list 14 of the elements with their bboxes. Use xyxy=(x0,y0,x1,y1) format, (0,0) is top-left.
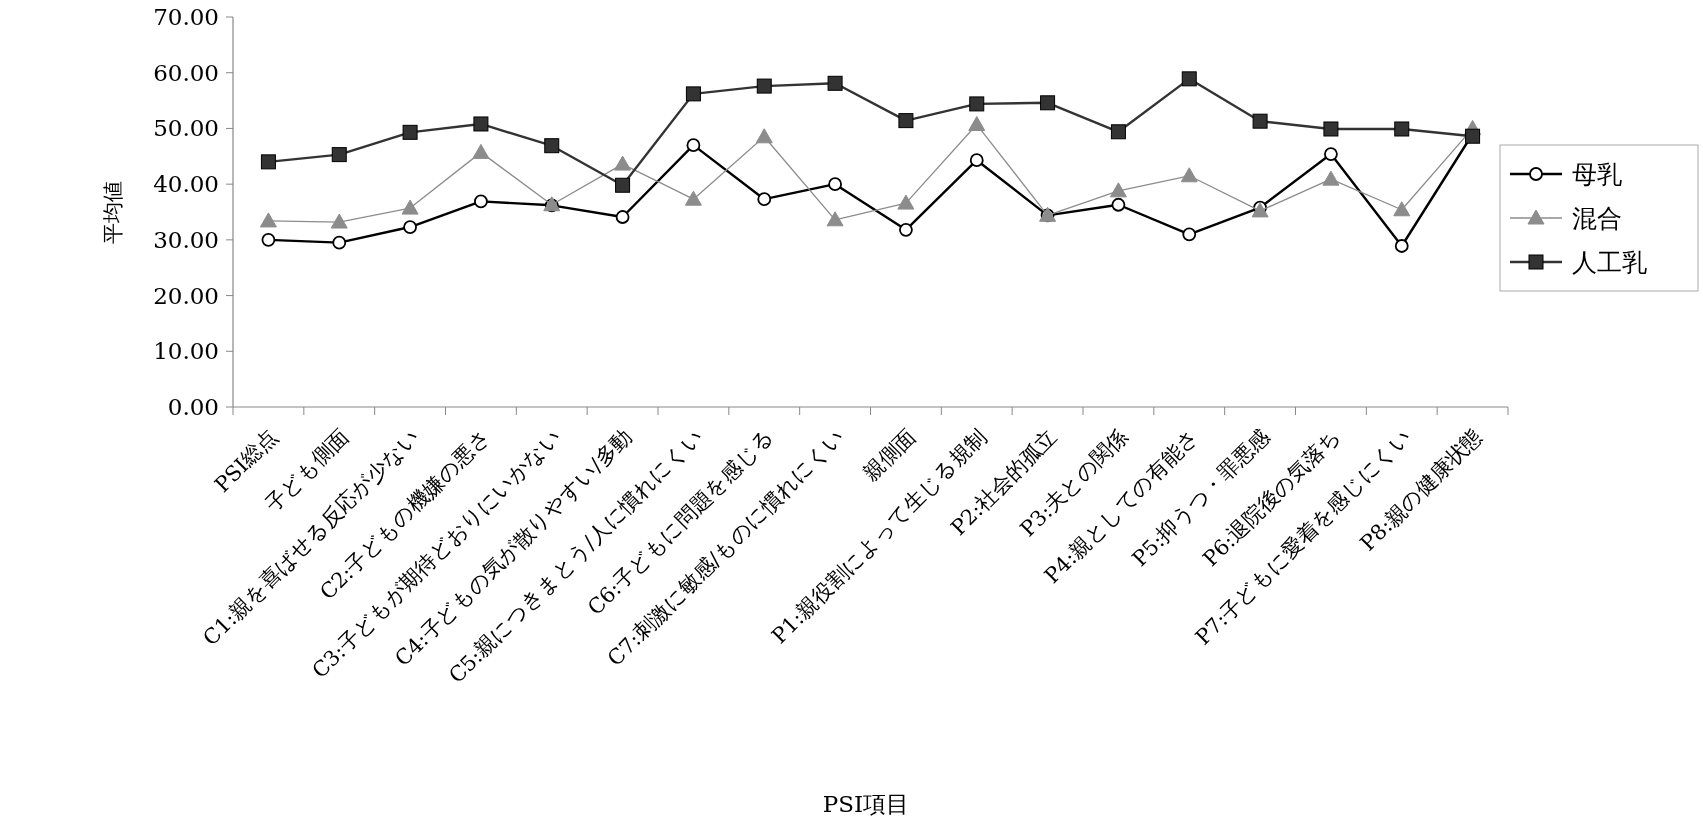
y-tick-label: 40.00 xyxy=(153,171,219,198)
y-tick-label: 30.00 xyxy=(153,226,219,253)
y-tick-label: 70.00 xyxy=(153,4,219,30)
x-axis-title: PSI項目 xyxy=(822,791,910,817)
legend-label: 混合 xyxy=(1572,204,1622,233)
y-axis-title: 平均値 xyxy=(101,180,125,244)
y-tick-label: 10.00 xyxy=(153,338,219,365)
y-tick-label: 20.00 xyxy=(153,282,219,309)
y-tick-label: 50.00 xyxy=(153,115,219,142)
legend-label: 人工乳 xyxy=(1572,248,1647,277)
y-tick-label: 60.00 xyxy=(153,59,219,86)
x-tick-label: 親側面 xyxy=(858,424,921,486)
legend-label: 母乳 xyxy=(1572,160,1622,189)
y-tick-label: 0.00 xyxy=(167,394,219,420)
